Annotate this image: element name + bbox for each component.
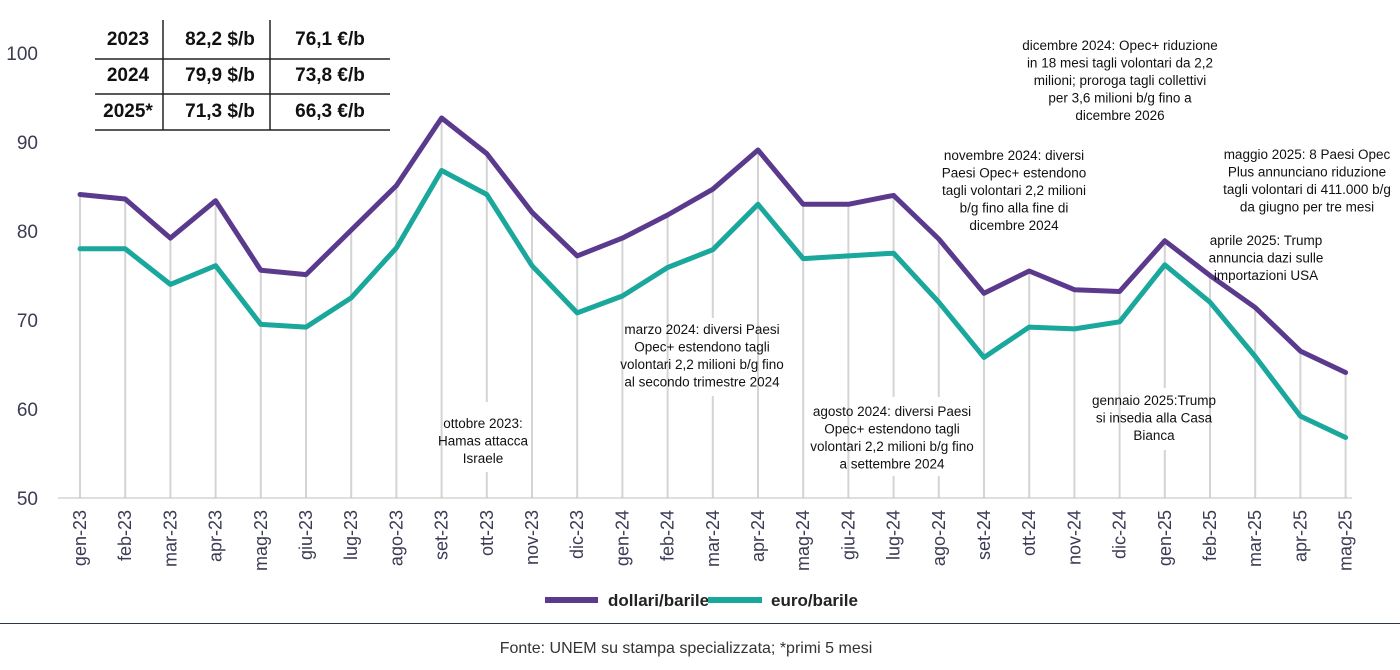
x-tick-label: gen-25 bbox=[1155, 510, 1175, 566]
x-tick-label: nov-24 bbox=[1064, 510, 1084, 565]
x-tick-label: gen-23 bbox=[70, 510, 90, 566]
legend-label-eur: euro/barile bbox=[771, 591, 858, 610]
oil-price-chart: 50 60 70 80 90 100 gen-23 feb-23 mar-23 apr-23 ma… bbox=[6, 20, 1391, 610]
x-tick-label: set-24 bbox=[974, 510, 994, 560]
annotation: marzo 2024: diversi Paesi Opec+ estendono… bbox=[620, 322, 784, 390]
table-eur-2024: 73,8 €/b bbox=[295, 65, 365, 86]
x-tick-label: mar-23 bbox=[160, 510, 180, 567]
x-tick-label: apr-25 bbox=[1290, 510, 1310, 562]
legend-label-usd: dollari/barile bbox=[608, 591, 709, 610]
y-tick-label: 80 bbox=[17, 222, 38, 243]
y-tick-label: 90 bbox=[17, 133, 38, 154]
x-tick-label: nov-23 bbox=[522, 510, 542, 565]
x-tick-label: dic-23 bbox=[567, 510, 587, 559]
x-tick-label: ago-24 bbox=[929, 510, 949, 566]
x-tick-label: feb-25 bbox=[1200, 510, 1220, 561]
table-usd-2025: 71,3 $/b bbox=[185, 101, 255, 122]
x-tick-label: lug-24 bbox=[884, 510, 904, 560]
table-year-2024: 2024 bbox=[107, 65, 150, 86]
annotation: dicembre 2024: Opec+ riduzione in 18 mesi… bbox=[1022, 38, 1218, 123]
x-tick-label: apr-23 bbox=[206, 510, 226, 562]
x-tick-label: gen-24 bbox=[612, 510, 632, 566]
annotation: maggio 2025: 8 Paesi Opec Plus annunciano… bbox=[1223, 147, 1391, 215]
y-tick-label: 60 bbox=[17, 400, 38, 421]
x-tick-label: ott-23 bbox=[477, 510, 497, 556]
summary-table: 2023 82,2 $/b 76,1 €/b 2024 79,9 $/b 73,… bbox=[95, 20, 390, 131]
x-tick-label: mag-23 bbox=[251, 510, 271, 571]
x-tick-label: set-23 bbox=[432, 510, 452, 560]
y-tick-label: 70 bbox=[17, 311, 38, 332]
x-tick-label: mar-25 bbox=[1245, 510, 1265, 567]
table-eur-2025: 66,3 €/b bbox=[295, 101, 365, 122]
annotation: novembre 2024: diversi Paesi Opec+ estend… bbox=[942, 148, 1086, 233]
grid-lines bbox=[79, 117, 1347, 498]
x-tick-label: mar-24 bbox=[703, 510, 723, 567]
x-tick-label: ott-24 bbox=[1019, 510, 1039, 556]
annotation: aprile 2025: Trump annuncia dazi sulle imp… bbox=[1209, 233, 1324, 283]
series-line-usd bbox=[77, 115, 1349, 375]
series-lines bbox=[77, 115, 1349, 440]
annotation: agosto 2024: diversi Paesi Opec+ estendon… bbox=[810, 404, 974, 472]
y-axis-ticks: 50 60 70 80 90 100 bbox=[6, 44, 38, 510]
table-usd-2024: 79,9 $/b bbox=[185, 65, 255, 86]
table-eur-2023: 76,1 €/b bbox=[295, 29, 365, 50]
table-year-2023: 2023 bbox=[107, 29, 149, 50]
x-tick-label: giu-24 bbox=[838, 510, 858, 560]
y-tick-label: 50 bbox=[17, 489, 38, 510]
annotations: ottobre 2023: Hamas attacca Israele marzo 2… bbox=[438, 38, 1391, 472]
annotation: gennaio 2025:Trump si insedia alla Casa Bi… bbox=[1092, 393, 1216, 443]
source-note: Fonte: UNEM su stampa specializzata; *pr… bbox=[499, 640, 873, 657]
series-line-eur bbox=[77, 168, 1349, 440]
table-year-2025: 2025* bbox=[103, 101, 153, 122]
legend: dollari/barile euro/barile bbox=[545, 591, 858, 610]
x-tick-label: giu-23 bbox=[296, 510, 316, 560]
footer-divider bbox=[0, 623, 1400, 624]
x-tick-label: feb-23 bbox=[115, 510, 135, 561]
x-tick-label: feb-24 bbox=[658, 510, 678, 561]
x-tick-label: mag-25 bbox=[1336, 510, 1356, 571]
x-axis-ticks: gen-23 feb-23 mar-23 apr-23 mag-23 giu-23 lug-… bbox=[70, 510, 1356, 571]
x-tick-label: mag-24 bbox=[793, 510, 813, 571]
annotation: ottobre 2023: Hamas attacca Israele bbox=[438, 416, 529, 466]
x-tick-label: dic-24 bbox=[1110, 510, 1130, 559]
x-tick-label: lug-23 bbox=[341, 510, 361, 560]
x-tick-label: ago-23 bbox=[386, 510, 406, 566]
x-tick-label: apr-24 bbox=[748, 510, 768, 562]
y-tick-label: 100 bbox=[6, 44, 38, 65]
table-usd-2023: 82,2 $/b bbox=[185, 29, 255, 50]
